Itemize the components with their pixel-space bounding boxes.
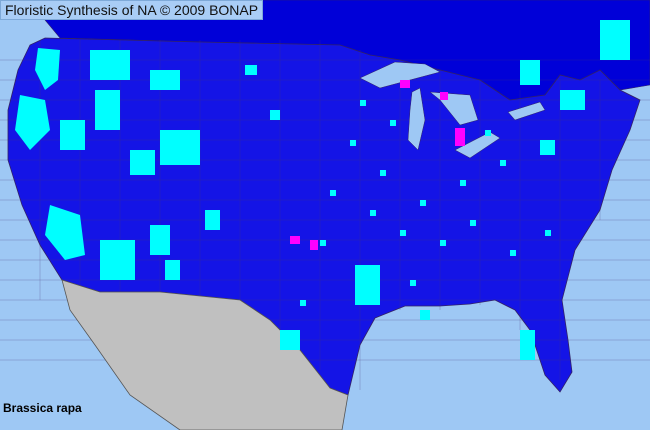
presence-patches [15,20,630,360]
rare-patches [290,80,465,250]
species-label: Brassica rapa [3,401,82,415]
great-lakes [359,61,546,159]
mexico-region [61,279,349,430]
county-grid [0,40,650,390]
scattered-counties [300,100,551,306]
map-title: Floristic Synthesis of NA © 2009 BONAP [0,0,264,20]
